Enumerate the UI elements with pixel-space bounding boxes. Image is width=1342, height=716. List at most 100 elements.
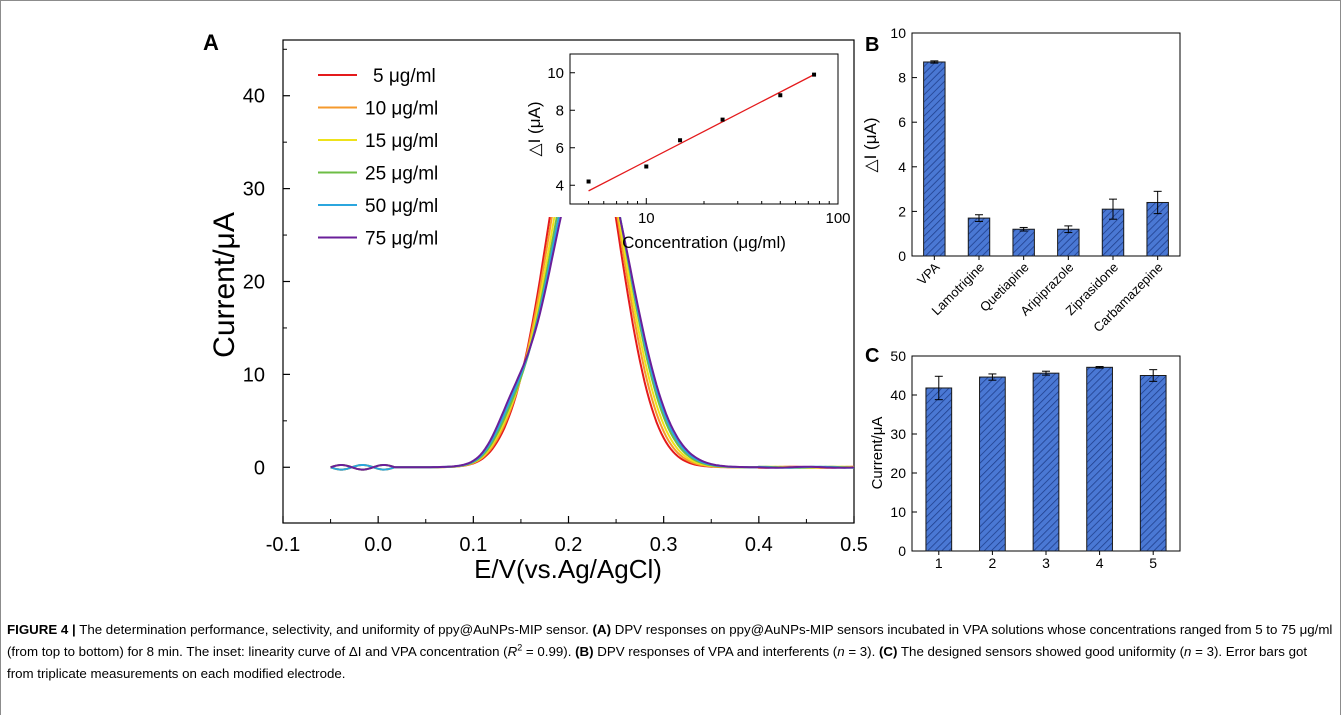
inset-y-tick-label: 8 bbox=[556, 102, 564, 119]
y-tick-label: 50 bbox=[890, 348, 906, 364]
y-tick-label: 2 bbox=[898, 203, 906, 219]
y-tick-label: 40 bbox=[890, 387, 906, 403]
y-tick-label: 4 bbox=[898, 159, 906, 175]
panel-b-plot-area bbox=[911, 32, 1181, 257]
y-tick-label: 6 bbox=[898, 114, 906, 130]
inset-y-tick-label: 4 bbox=[556, 177, 564, 194]
x-tick-label: 0.0 bbox=[364, 534, 392, 556]
x-tick-label: 5 bbox=[1149, 555, 1157, 571]
caption-lead: FIGURE 4 | bbox=[7, 622, 76, 637]
y-tick-label: 10 bbox=[890, 504, 906, 520]
x-tick-label: 4 bbox=[1096, 555, 1104, 571]
y-tick-label: 10 bbox=[243, 364, 265, 386]
inset-point bbox=[644, 164, 649, 169]
panel-c-label: C bbox=[865, 345, 879, 367]
inset-x-tick-label: 10 bbox=[638, 210, 655, 227]
caption-text-6: The designed sensors showed good uniform… bbox=[897, 644, 1185, 659]
inset-fit-line bbox=[588, 74, 815, 192]
y-tick-label: 40 bbox=[243, 86, 265, 108]
panel-b-bars: VPALamotrigineQuetiapineAripiprazoleZipr… bbox=[914, 60, 1169, 335]
panel-b-y-axis: 0 2 4 6 8 10 bbox=[890, 25, 917, 264]
panel-b-label: B bbox=[865, 34, 879, 56]
caption-r: R bbox=[507, 644, 518, 659]
y-tick-label: 30 bbox=[890, 426, 906, 442]
x-tick-label: -0.1 bbox=[266, 534, 300, 556]
inset-y-label: △I (μA) bbox=[525, 102, 544, 157]
caption-text-3: = 0.99). bbox=[522, 644, 576, 659]
inset-x-axis: 10 100 bbox=[588, 198, 851, 227]
panel-b: B 0 2 4 6 8 10 △I (μA) VPALamotrigineQuetiapi… bbox=[861, 25, 1181, 335]
caption-n-1: n bbox=[837, 644, 845, 659]
inset-y-tick-label: 10 bbox=[547, 65, 564, 82]
y-tick-label: 30 bbox=[243, 179, 265, 201]
y-tick-label: 10 bbox=[890, 25, 906, 41]
panel-a-label: A bbox=[203, 30, 219, 55]
bar bbox=[1012, 228, 1035, 257]
legend-label: 25 μg/ml bbox=[365, 164, 438, 185]
x-tick-label: 0.2 bbox=[555, 534, 583, 556]
caption-text-2: DPV responses on ppy@AuNPs-MIP sensors i… bbox=[7, 622, 1333, 659]
y-tick-label: 20 bbox=[243, 272, 265, 294]
inset-background bbox=[525, 50, 843, 217]
bar bbox=[967, 217, 991, 257]
inset-point bbox=[778, 93, 783, 98]
inset-y-tick-label: 6 bbox=[556, 140, 564, 157]
panel-c-y-axis: 0 10 20 30 40 50 bbox=[890, 348, 917, 559]
inset-point bbox=[812, 72, 817, 77]
panel-a-y-axis: 0 10 20 30 40 bbox=[243, 48, 290, 479]
x-tick-label: 1 bbox=[935, 555, 943, 571]
y-tick-label: 0 bbox=[254, 457, 265, 479]
inset-y-axis: 4 6 8 10 bbox=[547, 65, 575, 194]
x-tick-label: 0.5 bbox=[840, 534, 868, 556]
panel-a: A -0.1 0.0 0.1 0.2 0.3 0.4 0.5 0 10 20 30 40 E/V(v… bbox=[203, 30, 868, 584]
caption-text-5: = 3). bbox=[844, 644, 879, 659]
bar bbox=[925, 387, 953, 552]
y-tick-label: 8 bbox=[898, 70, 906, 86]
caption-n-2: n bbox=[1184, 644, 1192, 659]
inset-point bbox=[678, 138, 683, 143]
caption-text-7: = 3). Error bars got from triplicate mea… bbox=[7, 644, 1308, 681]
panel-c-bars: 1 2 3 4 5 bbox=[925, 366, 1167, 571]
panel-b-y-label: △I (μA) bbox=[861, 118, 880, 173]
y-tick-label: 0 bbox=[898, 248, 906, 264]
x-tick-label: 3 bbox=[1042, 555, 1050, 571]
x-tick-label: 0.3 bbox=[650, 534, 678, 556]
bar bbox=[1032, 372, 1060, 552]
x-tick-label: VPA bbox=[914, 259, 943, 288]
caption-ref-a: (A) bbox=[592, 622, 612, 637]
bar bbox=[1139, 375, 1167, 552]
caption-sup: 2 bbox=[517, 642, 523, 653]
bar bbox=[1057, 228, 1080, 257]
caption-ref-c: (C) bbox=[879, 644, 898, 659]
legend-label: 75 μg/ml bbox=[365, 229, 438, 250]
panel-c-y-label: Current/μA bbox=[869, 417, 886, 490]
inset-chart: 10 100 4 6 8 10 Concentration (μg/ml) △I (μA… bbox=[525, 50, 851, 252]
inset-x-label: Concentration (μg/ml) bbox=[622, 233, 786, 252]
inset-marks bbox=[586, 72, 817, 192]
y-tick-label: 20 bbox=[890, 465, 906, 481]
panel-a-x-label: E/V(vs.Ag/AgCl) bbox=[474, 554, 662, 584]
legend-label: 15 μg/ml bbox=[365, 131, 438, 152]
panel-a-x-axis: -0.1 0.0 0.1 0.2 0.3 0.4 0.5 bbox=[266, 516, 868, 556]
bar bbox=[923, 61, 946, 257]
x-tick-label: 0.1 bbox=[459, 534, 487, 556]
figure-caption: FIGURE 4 | The determination performance… bbox=[7, 619, 1333, 685]
bar bbox=[1086, 366, 1113, 552]
caption-text-1: The determination performance, selectivi… bbox=[75, 622, 593, 637]
caption-text-4: DPV responses of VPA and interferents ( bbox=[593, 644, 838, 659]
y-tick-label: 0 bbox=[898, 543, 906, 559]
caption-ref-b: (B) bbox=[575, 644, 594, 659]
panel-c: C 0 10 20 30 40 50 Current/μA 1 2 3 4 5 bbox=[865, 345, 1181, 571]
inset-point bbox=[586, 179, 591, 184]
x-tick-label: 0.4 bbox=[745, 534, 773, 556]
bar bbox=[979, 376, 1006, 552]
legend-label: 10 μg/ml bbox=[365, 99, 438, 120]
legend-label: 5 μg/ml bbox=[373, 66, 436, 87]
panel-a-y-label: Current/μA bbox=[208, 212, 241, 358]
legend-label: 50 μg/ml bbox=[365, 196, 438, 217]
inset-point bbox=[720, 117, 725, 122]
x-tick-label: 2 bbox=[989, 555, 997, 571]
panel-a-legend: 5 μg/ml 10 μg/ml 15 μg/ml 25 μg/ml 50 μg/ml 7… bbox=[318, 66, 438, 250]
